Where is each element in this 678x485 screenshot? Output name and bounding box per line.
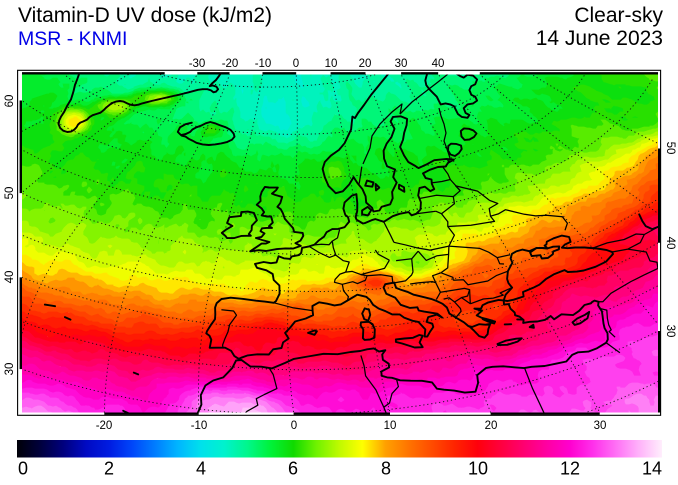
svg-text:8: 8 — [381, 459, 391, 479]
svg-text:0: 0 — [18, 459, 28, 479]
svg-text:0: 0 — [291, 420, 297, 432]
svg-text:4: 4 — [196, 459, 206, 479]
svg-text:20: 20 — [485, 420, 498, 432]
svg-text:-10: -10 — [255, 58, 272, 70]
svg-text:40: 40 — [432, 58, 445, 70]
svg-text:60: 60 — [4, 95, 16, 108]
svg-text:10: 10 — [384, 420, 397, 432]
svg-text:0: 0 — [293, 58, 299, 70]
svg-text:6: 6 — [288, 459, 298, 479]
svg-text:10: 10 — [325, 58, 338, 70]
svg-text:Vitamin-D UV dose (kJ/m2): Vitamin-D UV dose (kJ/m2) — [18, 4, 272, 27]
svg-text:50: 50 — [4, 187, 16, 200]
svg-text:40: 40 — [4, 271, 16, 284]
svg-text:30: 30 — [594, 420, 607, 432]
svg-text:30: 30 — [664, 325, 676, 338]
svg-text:-30: -30 — [189, 58, 206, 70]
svg-text:12: 12 — [560, 459, 580, 479]
svg-text:30: 30 — [4, 363, 16, 376]
svg-text:-20: -20 — [222, 58, 239, 70]
svg-text:2: 2 — [104, 459, 114, 479]
svg-text:14 June 2023: 14 June 2023 — [536, 27, 663, 50]
svg-text:30: 30 — [395, 58, 408, 70]
svg-text:40: 40 — [664, 237, 676, 250]
svg-text:Clear-sky: Clear-sky — [574, 4, 663, 27]
svg-text:20: 20 — [359, 58, 372, 70]
svg-text:-10: -10 — [191, 420, 208, 432]
svg-text:-20: -20 — [96, 420, 113, 432]
svg-text:50: 50 — [664, 142, 676, 155]
svg-text:10: 10 — [468, 459, 488, 479]
svg-text:14: 14 — [642, 459, 662, 479]
svg-text:MSR - KNMI: MSR - KNMI — [18, 28, 127, 50]
